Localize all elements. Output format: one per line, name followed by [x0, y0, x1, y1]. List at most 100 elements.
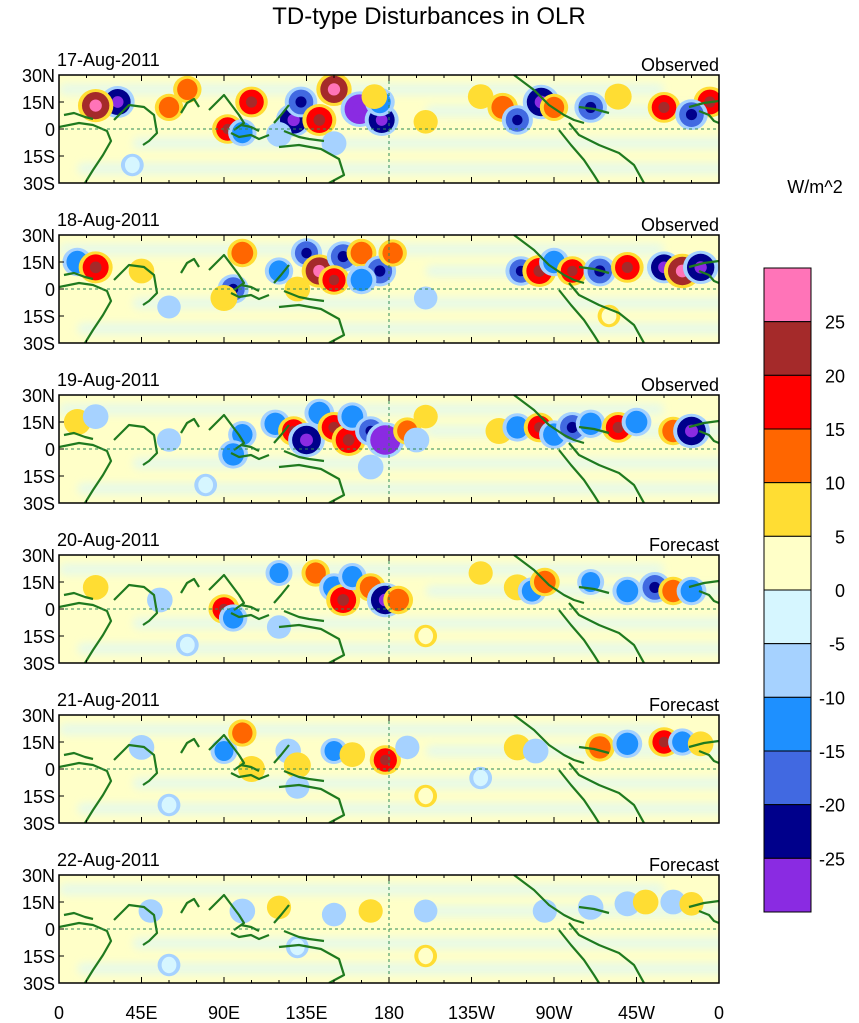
olr-cell	[387, 588, 410, 612]
olr-cell	[270, 898, 288, 917]
field-streak	[77, 162, 719, 175]
olr-cell-core	[378, 433, 393, 447]
y-tick-label: 0	[45, 600, 55, 620]
field-streak	[77, 642, 719, 655]
olr-cell-core	[374, 265, 386, 277]
olr-cell	[287, 755, 307, 776]
olr-cell	[382, 242, 403, 264]
y-tick-label: 30N	[22, 706, 55, 726]
colorbar-tick-label: -25	[819, 849, 845, 869]
colorbar-swatch	[763, 428, 812, 484]
olr-cell-core	[89, 99, 102, 112]
olr-cell	[161, 298, 177, 316]
y-tick-label: 15S	[23, 467, 55, 487]
field-streak	[425, 745, 719, 757]
olr-cell	[232, 424, 253, 446]
colorbar-swatch	[763, 857, 812, 913]
colorbar-swatch	[763, 750, 812, 806]
y-tick-label: 30S	[23, 494, 55, 514]
olr-cell-core	[649, 581, 661, 593]
colorbar-tick-label: -10	[819, 688, 845, 708]
colorbar-tick-label: 5	[835, 527, 845, 547]
y-tick-label: 0	[45, 920, 55, 940]
x-axis-tick-labels: 0 45E 90E 135E 180 135W 90W 45W 0	[54, 1003, 724, 1023]
y-tick-label: 30N	[22, 866, 55, 886]
colorbar-tick-label: 15	[825, 420, 845, 440]
olr-cell-core	[380, 754, 391, 766]
y-tick-label: 15S	[23, 787, 55, 807]
olr-cell	[214, 741, 234, 761]
colorbar-tick-label: 0	[835, 581, 845, 601]
map-panel: 30N 15N 0 15S 30S 18-Aug-2011 Observed	[22, 210, 720, 354]
olr-cell	[506, 416, 529, 439]
olr-cell	[325, 134, 343, 153]
olr-cell	[269, 563, 289, 583]
colorbar-tick-label: -15	[819, 742, 845, 762]
x-tick-label: 90E	[208, 1003, 240, 1023]
olr-cell	[179, 636, 195, 654]
y-tick-label: 30N	[22, 66, 55, 86]
olr-cell	[581, 898, 600, 917]
olr-cell	[160, 431, 178, 449]
olr-cell	[343, 745, 362, 764]
colorbar-swatch	[763, 374, 812, 430]
y-tick-label: 30S	[23, 654, 55, 674]
colorbar-tick-label: 10	[825, 474, 845, 494]
olr-cell-core	[89, 261, 102, 274]
y-tick-label: 15S	[23, 947, 55, 967]
map-panel: 30N 15N 0 15S 30S 20-Aug-2011 Forecast	[22, 530, 720, 674]
olr-cell	[325, 905, 343, 924]
olr-cell	[350, 241, 373, 265]
olr-cell	[417, 407, 434, 426]
olr-cell	[608, 86, 628, 107]
colorbar-swatch	[763, 535, 812, 591]
colorbar-swatch	[763, 696, 812, 752]
olr-cell-core	[300, 433, 313, 447]
field-streak	[77, 962, 719, 975]
y-tick-label: 0	[45, 760, 55, 780]
field-streak	[59, 83, 664, 96]
olr-cell	[471, 87, 490, 106]
olr-cell	[231, 241, 254, 265]
y-tick-label: 30S	[23, 334, 55, 354]
field-streak	[77, 802, 719, 815]
field-streak	[77, 322, 719, 335]
olr-anomaly-cells	[62, 238, 719, 328]
panel-kind: Observed	[641, 215, 719, 235]
olr-cell	[601, 307, 617, 325]
olr-cell-core	[685, 109, 698, 121]
panels-container: 30N 15N 0 15S 30S 17-Aug-2011 Observed 30N 15N 0 1…	[22, 50, 720, 994]
olr-cell	[268, 260, 290, 282]
colorbar-tick-label: 25	[825, 313, 845, 333]
olr-cell	[418, 787, 434, 805]
olr-cell	[418, 947, 434, 965]
olr-cell	[67, 412, 87, 432]
colorbar-tick-label: -20	[819, 796, 845, 816]
olr-cell	[161, 956, 177, 974]
olr-cell	[418, 627, 434, 645]
olr-cell-core	[566, 421, 578, 433]
olr-cell-core	[658, 736, 670, 748]
panel-date: 21-Aug-2011	[57, 690, 160, 710]
panel-kind: Observed	[641, 375, 719, 395]
olr-cell	[536, 902, 553, 920]
olr-cell-core	[512, 114, 523, 126]
panel-date: 19-Aug-2011	[57, 370, 160, 390]
olr-cell	[161, 796, 177, 814]
x-tick-label: 135W	[448, 1003, 495, 1023]
olr-cell-core	[111, 96, 124, 108]
colorbar-swatch	[763, 321, 812, 376]
panel-kind: Forecast	[649, 855, 719, 875]
y-tick-label: 15N	[22, 93, 55, 113]
olr-cell	[324, 741, 344, 761]
olr-anomaly-cells	[77, 75, 719, 177]
olr-cell	[362, 902, 379, 920]
y-tick-label: 15S	[23, 307, 55, 327]
y-tick-label: 30N	[22, 226, 55, 246]
x-tick-label: 0	[54, 1003, 64, 1023]
olr-cell	[636, 892, 655, 912]
olr-cell	[625, 410, 648, 434]
colorbar-tick-label: -5	[829, 635, 845, 655]
olr-cell	[305, 562, 326, 584]
